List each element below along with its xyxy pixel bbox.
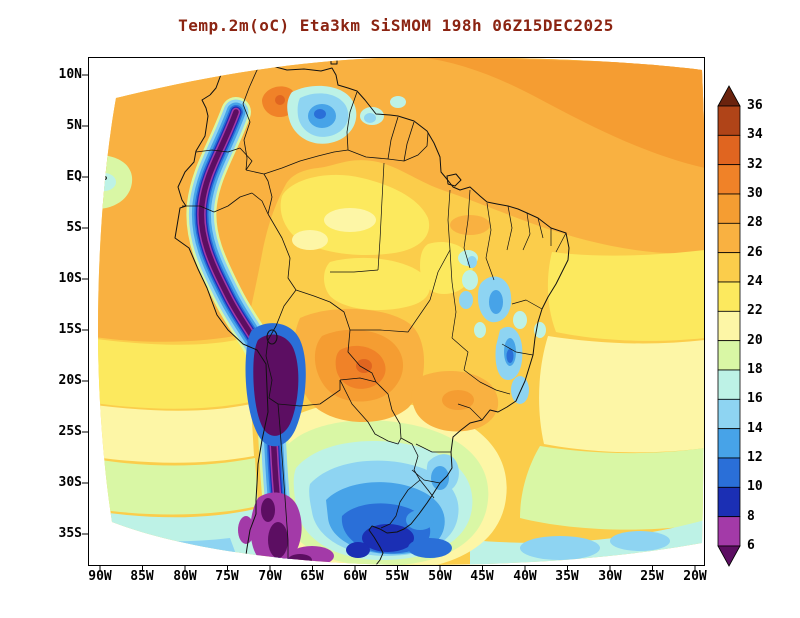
colorbar-segment [717,134,741,166]
colorbar-tick-label: 10 [747,479,763,494]
colorbar-tick-label: 24 [747,274,763,289]
lat-tick-label: 10S [58,271,82,286]
plot-title: Temp.2m(oC) Eta3km SiSMOM 198h 06Z15DEC2… [178,16,614,35]
colorbar-segment [717,310,741,342]
colorbar-bottom-arrow [717,545,741,567]
colorbar-tick-label: 16 [747,391,763,406]
lon-tick-label: 35W [555,569,579,584]
colorbar-tick-label: 34 [747,127,763,142]
colorbar-segment [717,369,741,400]
lat-tick-label: 35S [58,526,82,541]
axis-ticks [82,74,696,571]
colorbar-tick-label: 26 [747,245,763,260]
state-borders [330,162,567,484]
lat-tick-label: 20S [58,373,82,388]
colorbar-segment [717,428,741,459]
colorbar-segment [717,486,741,518]
colorbar-tick-label: 22 [747,303,763,318]
colorbar-segment [717,164,741,195]
colorbar-tick-label: 12 [747,450,763,465]
lon-tick-label: 90W [88,569,112,584]
lat-tick-label: 30S [58,475,82,490]
colorbar-segment [717,398,741,430]
lon-tick-label: 75W [215,569,239,584]
lat-tick-label: 5N [66,118,82,133]
colorbar-tick-label: 20 [747,333,763,348]
colorbar-tick-label: 32 [747,157,763,172]
lon-tick-label: 65W [300,569,324,584]
colorbar-tick-label: 14 [747,421,763,436]
colorbar-segment [717,105,741,136]
lat-tick-label: 25S [58,424,82,439]
lon-tick-label: 25W [640,569,664,584]
colorbar-segment [717,193,741,224]
lon-tick-label: 55W [385,569,409,584]
lon-tick-label: 50W [428,569,452,584]
colorbar-segment [717,222,741,254]
colorbar-tick-label: 30 [747,186,763,201]
coastline [98,57,570,565]
lon-tick-label: 70W [258,569,282,584]
lon-tick-label: 85W [130,569,154,584]
lon-tick-label: 40W [513,569,537,584]
colorbar-tick-label: 18 [747,362,763,377]
temperature-field [98,57,705,565]
lon-tick-label: 60W [343,569,367,584]
plot-frame [88,57,705,566]
colorbar-tick-label: 6 [747,538,755,553]
lat-tick-label: 5S [66,220,82,235]
lon-tick-label: 30W [598,569,622,584]
colorbar-tick-label: 8 [747,509,755,524]
colorbar-top-arrow [717,85,741,107]
colorbar-segment [717,281,741,312]
colorbar-segment [717,252,741,283]
lon-tick-label: 45W [470,569,494,584]
colorbar [717,85,741,567]
colorbar-tick-label: 28 [747,215,763,230]
lat-tick-label: 15S [58,322,82,337]
lon-tick-label: 20W [683,569,707,584]
colorbar-segment [717,340,741,371]
lat-tick-label: 10N [58,67,82,82]
lon-tick-label: 80W [173,569,197,584]
colorbar-segment [717,457,741,488]
lat-tick-label: EQ [66,169,82,184]
colorbar-tick-label: 36 [747,98,763,113]
colorbar-segment [717,516,741,547]
